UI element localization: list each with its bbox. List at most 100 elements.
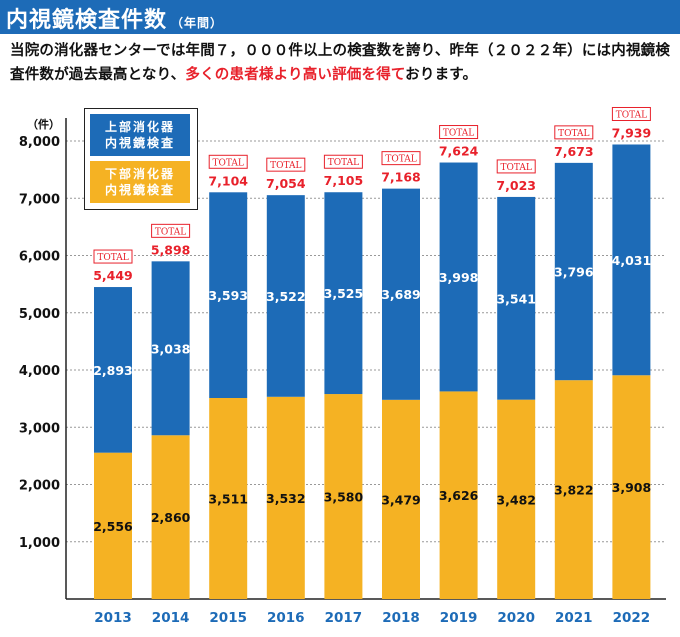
total-tag-box-2014 xyxy=(151,223,191,238)
x-tick-label-2020: 2020 xyxy=(497,610,535,626)
bar-upper-2017 xyxy=(324,192,363,395)
bar-lower-2018 xyxy=(382,399,420,599)
data-label-lower-2014: 2,860 xyxy=(151,510,191,525)
data-label-upper-2020: 3,541 xyxy=(496,291,536,306)
data-label-upper-2017: 3,525 xyxy=(324,286,364,301)
total-value-2015: 7,104 xyxy=(208,173,248,188)
x-tick-label-2017: 2017 xyxy=(325,610,363,626)
total-tag-box-2016 xyxy=(266,157,306,172)
total-tag-box-2022 xyxy=(611,106,651,121)
x-tick-label-2018: 2018 xyxy=(382,610,420,626)
legend-lower-line-1: 下部消化器 xyxy=(104,167,175,181)
data-label-upper-2014: 3,038 xyxy=(151,341,191,356)
total-tag-2019: TOTAL xyxy=(443,129,474,139)
legend-item-upper: 上部消化器 内視鏡検査 xyxy=(90,114,190,156)
bar-upper-2014 xyxy=(151,261,190,436)
total-tag-2017: TOTAL xyxy=(328,158,359,168)
total-tag-2018: TOTAL xyxy=(385,155,416,165)
data-label-lower-2020: 3,482 xyxy=(496,492,536,507)
total-tag-2020: TOTAL xyxy=(501,163,532,173)
chart-legend: 上部消化器 内視鏡検査 下部消化器 内視鏡検査 xyxy=(84,108,198,210)
data-label-upper-2018: 3,689 xyxy=(381,287,421,302)
data-label-lower-2019: 3,626 xyxy=(439,488,479,503)
total-tag-box-2015 xyxy=(208,154,248,169)
legend-lower-line-2: 内視鏡検査 xyxy=(104,183,175,197)
data-label-upper-2022: 4,031 xyxy=(612,253,652,268)
bar-upper-2018 xyxy=(382,188,420,400)
total-value-2014: 5,898 xyxy=(151,242,191,257)
total-tag-2021: TOTAL xyxy=(558,129,589,139)
x-tick-label-2013: 2013 xyxy=(94,610,132,626)
page-title: 内視鏡検査件数 （年間） xyxy=(6,8,224,33)
total-value-2021: 7,673 xyxy=(554,144,594,159)
x-tick-label-2022: 2022 xyxy=(613,610,651,626)
total-tag-box-2019 xyxy=(439,125,479,140)
legend-upper-line-1: 上部消化器 xyxy=(104,120,175,134)
y-tick-label: 5,000 xyxy=(19,307,60,322)
total-value-2020: 7,023 xyxy=(496,178,536,193)
bar-upper-2022 xyxy=(612,144,651,376)
total-value-2017: 7,105 xyxy=(324,173,364,188)
data-label-upper-2021: 3,796 xyxy=(554,265,594,280)
total-value-2013: 5,449 xyxy=(93,268,133,283)
y-tick-label: 2,000 xyxy=(19,479,60,494)
total-tag-box-2018 xyxy=(381,151,421,166)
y-unit-label: （件） xyxy=(27,117,60,131)
data-label-upper-2019: 3,998 xyxy=(439,270,479,285)
intro-text-after: おります。 xyxy=(405,67,478,83)
legend-upper-line-2: 内視鏡検査 xyxy=(104,136,175,150)
x-tick-label-2021: 2021 xyxy=(555,610,593,626)
bar-upper-2019 xyxy=(439,162,478,392)
y-tick-label: 4,000 xyxy=(19,364,60,379)
total-value-2022: 7,939 xyxy=(612,125,652,140)
y-tick-label: 7,000 xyxy=(19,192,60,207)
bar-upper-2015 xyxy=(209,192,248,398)
header-bar: 内視鏡検査件数 （年間） xyxy=(0,0,680,34)
bar-lower-2019 xyxy=(439,391,478,599)
data-label-lower-2018: 3,479 xyxy=(381,492,421,507)
x-tick-label-2014: 2014 xyxy=(152,610,190,626)
bar-upper-2013 xyxy=(94,287,132,453)
intro-text-highlight: 多くの患者様より高い評価を得て xyxy=(185,67,406,83)
bar-lower-2022 xyxy=(612,375,651,599)
total-tag-2015: TOTAL xyxy=(213,158,244,168)
total-value-2016: 7,054 xyxy=(266,176,306,191)
data-label-upper-2016: 3,522 xyxy=(266,289,306,304)
y-tick-label: 3,000 xyxy=(19,421,60,436)
y-tick-label: 8,000 xyxy=(19,135,60,150)
total-tag-2022: TOTAL xyxy=(616,110,647,120)
bar-lower-2016 xyxy=(266,396,305,599)
intro-text: 当院の消化器センターでは年間７，０００件以上の検査数を誇り、昨年（２０２２年）に… xyxy=(10,39,672,87)
bar-lower-2020 xyxy=(497,399,536,599)
total-tag-2013: TOTAL xyxy=(97,253,128,263)
x-tick-label-2016: 2016 xyxy=(267,610,305,626)
data-label-upper-2015: 3,593 xyxy=(208,288,248,303)
total-tag-box-2020 xyxy=(496,159,536,174)
total-tag-box-2021 xyxy=(554,125,594,140)
data-label-lower-2016: 3,532 xyxy=(266,491,306,506)
bar-lower-2017 xyxy=(324,394,363,599)
bar-lower-2013 xyxy=(94,452,132,599)
data-label-lower-2017: 3,580 xyxy=(324,490,364,505)
data-label-lower-2022: 3,908 xyxy=(612,480,652,495)
y-tick-label: 6,000 xyxy=(19,250,60,265)
data-label-lower-2021: 3,822 xyxy=(554,483,594,498)
total-value-2018: 7,168 xyxy=(381,170,421,185)
bar-upper-2021 xyxy=(554,162,593,381)
legend-item-lower: 下部消化器 内視鏡検査 xyxy=(90,161,190,203)
bar-lower-2021 xyxy=(554,380,593,599)
bar-lower-2015 xyxy=(209,397,248,599)
bar-upper-2020 xyxy=(497,196,536,400)
data-label-lower-2013: 2,556 xyxy=(93,519,133,534)
bar-upper-2016 xyxy=(266,195,305,397)
total-tag-2014: TOTAL xyxy=(155,227,186,237)
x-tick-label-2019: 2019 xyxy=(440,610,478,626)
total-value-2019: 7,624 xyxy=(439,144,479,159)
total-tag-box-2013 xyxy=(93,249,133,264)
y-tick-label: 1,000 xyxy=(19,536,60,551)
bar-lower-2014 xyxy=(151,435,190,599)
total-tag-2016: TOTAL xyxy=(270,161,301,171)
x-tick-label-2015: 2015 xyxy=(209,610,247,626)
intro-text-before: 当院の消化器センターでは年間７，０００件以上の検査数を誇り、昨年（２０２２年）に… xyxy=(10,43,671,83)
